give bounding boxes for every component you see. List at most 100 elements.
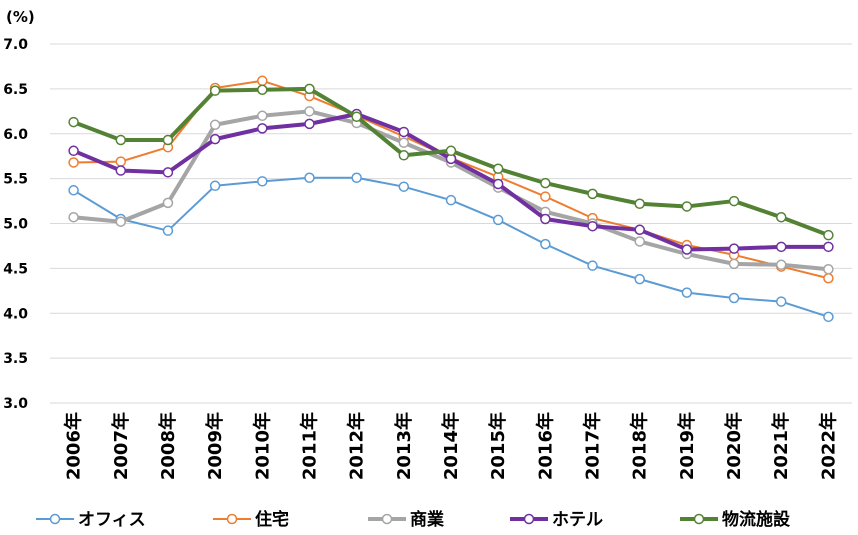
series	[68, 108, 834, 255]
data-point	[492, 163, 504, 175]
data-point	[257, 176, 268, 187]
data-point	[398, 150, 410, 161]
data-point	[68, 157, 79, 168]
data-point	[68, 116, 79, 128]
data-point	[351, 111, 362, 122]
data-point	[257, 84, 268, 96]
y-tick-label: 3.0	[3, 396, 28, 412]
data-point	[823, 264, 834, 275]
legend-marker	[49, 513, 61, 525]
legend-label: ホテル	[552, 510, 603, 530]
data-point	[634, 198, 645, 210]
x-tick-label: 2020年	[723, 412, 745, 480]
data-point	[728, 243, 740, 254]
x-tick-label: 2011年	[298, 412, 320, 480]
x-tick-label: 2022年	[817, 412, 839, 480]
data-point	[775, 259, 787, 271]
data-point	[492, 214, 504, 226]
data-point	[728, 195, 740, 207]
legend-label: オフィス	[78, 510, 146, 530]
data-point	[728, 292, 740, 304]
data-point	[257, 110, 268, 122]
data-point	[681, 201, 693, 212]
data-point	[257, 75, 268, 87]
y-unit-label: (%)	[6, 8, 35, 26]
data-point	[587, 220, 598, 232]
data-point	[115, 134, 127, 146]
data-point	[398, 137, 410, 148]
legend-marker	[693, 513, 705, 525]
x-tick-label: 2016年	[534, 412, 556, 480]
data-point	[209, 85, 221, 96]
data-point	[681, 287, 693, 298]
legend-marker	[226, 513, 238, 525]
gridlines	[50, 43, 852, 404]
series-lines	[68, 75, 834, 323]
legend: オフィス 住宅 商業 ホテル 物流施設	[36, 509, 791, 530]
series	[68, 172, 834, 323]
data-point	[540, 191, 551, 202]
x-axis-ticks: 2006年 2007年 2008年 2009年 2010年 2011年 2012年 2013年…	[63, 412, 840, 480]
data-point	[304, 118, 315, 130]
data-point	[115, 216, 127, 227]
data-point	[775, 241, 787, 253]
data-point	[445, 194, 457, 206]
x-tick-label: 2013年	[393, 412, 415, 480]
data-point	[162, 225, 174, 236]
data-point	[823, 229, 834, 241]
data-point	[681, 244, 693, 255]
legend-marker	[381, 513, 393, 525]
data-point	[823, 272, 834, 284]
data-point	[304, 172, 315, 183]
series-line	[72, 112, 829, 252]
data-point	[445, 145, 457, 157]
x-tick-label: 2006年	[63, 412, 85, 480]
data-point	[115, 165, 127, 176]
data-point	[68, 145, 79, 157]
x-tick-label: 2014年	[440, 412, 462, 480]
data-point	[304, 106, 315, 117]
x-tick-label: 2015年	[487, 412, 509, 480]
data-point	[587, 188, 598, 200]
data-point	[587, 260, 598, 271]
y-tick-label: 7.0	[3, 37, 28, 53]
data-point	[634, 224, 645, 236]
legend-item: 住宅	[213, 509, 289, 530]
y-tick-label: 5.5	[3, 172, 28, 188]
data-point	[351, 172, 362, 183]
data-point	[162, 134, 174, 146]
data-point	[775, 296, 787, 307]
data-point	[775, 211, 787, 223]
x-tick-label: 2012年	[346, 412, 368, 480]
data-point	[540, 238, 551, 250]
data-point	[728, 258, 740, 270]
data-point	[209, 119, 221, 131]
x-tick-label: 2009年	[204, 412, 226, 480]
data-point	[398, 181, 410, 192]
legend-item: オフィス	[36, 510, 146, 530]
legend-item: 物流施設	[680, 509, 791, 530]
data-point	[540, 177, 551, 189]
x-tick-label: 2019年	[676, 412, 698, 480]
data-point	[634, 236, 645, 247]
x-tick-label: 2007年	[110, 412, 132, 480]
y-tick-label: 4.0	[3, 306, 28, 322]
data-point	[823, 241, 834, 253]
y-tick-label: 4.5	[3, 261, 28, 277]
series	[68, 83, 834, 241]
data-point	[304, 83, 315, 95]
data-point	[209, 133, 221, 145]
data-point	[68, 185, 79, 196]
data-point	[398, 126, 410, 138]
legend-label: 物流施設	[722, 509, 791, 530]
y-tick-label: 6.0	[3, 127, 28, 143]
legend-label: 住宅	[255, 509, 289, 530]
x-tick-label: 2010年	[251, 412, 273, 480]
data-point	[162, 197, 174, 209]
legend-item: 商業	[368, 509, 444, 530]
x-tick-label: 2018年	[629, 412, 651, 480]
x-tick-label: 2021年	[770, 412, 792, 480]
data-point	[540, 213, 551, 225]
data-point	[634, 273, 645, 285]
